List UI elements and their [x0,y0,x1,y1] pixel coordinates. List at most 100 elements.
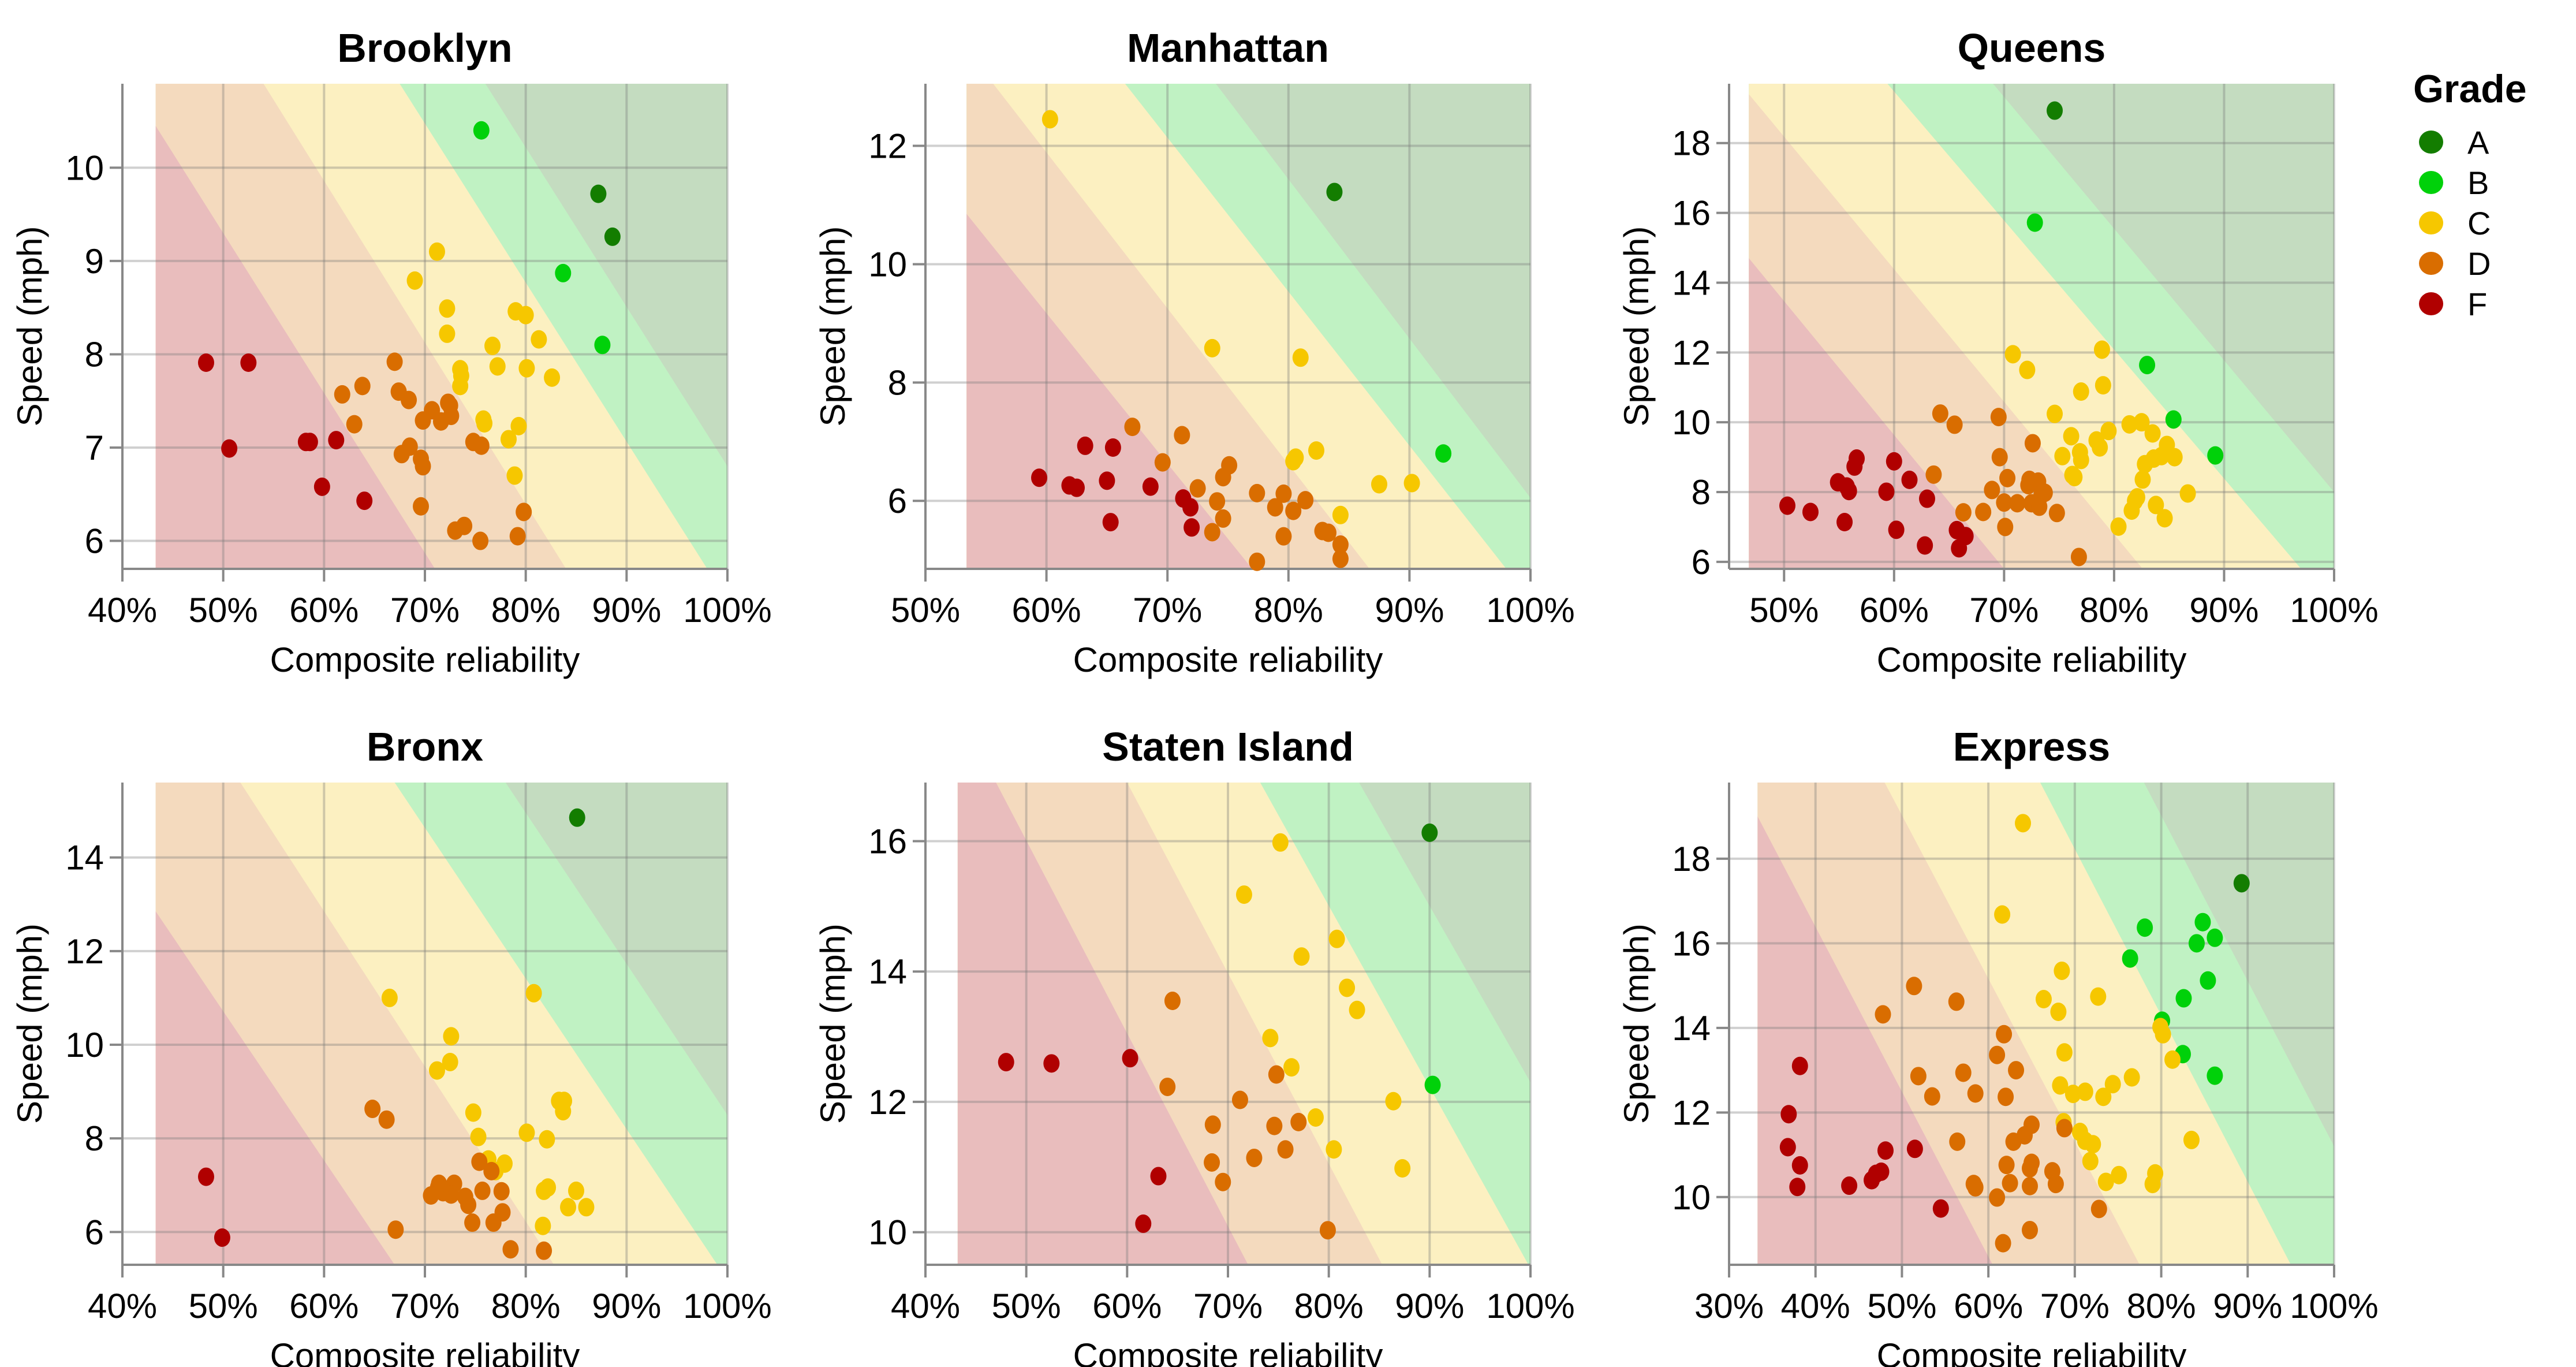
data-point-grade-c [2015,814,2032,833]
x-axis-label: Composite reliability [270,640,580,679]
x-tick-label: 100% [2290,1287,2378,1325]
data-point-grade-f [1932,1199,1949,1218]
data-point-grade-f [1951,539,1968,558]
data-point-grade-c [2155,1025,2171,1044]
legend-dot-icon [2419,292,2443,315]
panel-brooklyn: 40% 50% 60% 70% 80% 90% 100% 6 7 8 9 10 Brooklyn Comp… [10,25,772,679]
data-point-grade-d [1932,404,1948,423]
data-point-grade-c [535,1216,551,1235]
data-point-grade-b [2207,928,2223,947]
data-point-grade-c [2064,1085,2081,1104]
y-axis-label: Speed (mph) [813,923,852,1124]
y-tick-label: 8 [888,363,907,402]
data-point-grade-d [1159,1077,1176,1096]
points [197,808,595,1260]
data-point-grade-f [1182,498,1199,517]
y-tick-label: 12 [1672,1093,1711,1132]
data-point-grade-c [1371,475,1387,494]
data-point-grade-c [2092,438,2108,457]
legend-item-f: F [2413,284,2527,324]
y-tick-label: 18 [1672,840,1711,878]
data-point-grade-a [569,808,585,827]
data-point-grade-d [1268,1065,1285,1084]
data-point-grade-d [334,385,350,404]
data-point-grade-c [1292,348,1309,367]
data-point-grade-d [1267,498,1283,517]
data-point-grade-d [1984,481,2000,500]
data-point-grade-f [1917,536,1933,555]
data-point-grade-c [428,242,445,261]
data-point-grade-d [485,1213,502,1232]
x-tick-label: 100% [683,591,771,630]
x-tick-label: 90% [2213,1287,2282,1325]
panel-queens: 50% 60% 70% 80% 90% 100% 6 8 10 12 14 16 18 Queens Com… [1617,25,2379,679]
data-point-grade-b [2200,971,2216,990]
y-tick-label: 14 [65,839,104,877]
data-point-grade-d [1275,484,1292,503]
legend-label: F [2467,285,2488,322]
data-point-grade-c [2111,1165,2127,1185]
data-point-grade-f [1077,436,1093,455]
data-point-grade-c [518,1123,535,1142]
data-point-grade-c [2077,1082,2093,1101]
data-point-grade-c [428,1061,445,1080]
y-tick-label: 12 [868,1083,907,1122]
data-point-grade-c [2123,501,2140,520]
data-point-grade-c [2093,340,2110,359]
data-point-grade-c [1394,1159,1411,1178]
data-point-grade-c [470,1127,487,1146]
data-point-grade-d [1990,408,2007,427]
y-tick-label: 16 [868,822,907,861]
data-point-grade-f [1886,452,1902,471]
data-point-grade-c [1285,452,1302,471]
data-point-grade-f [1031,468,1048,487]
data-point-grade-c [1403,474,1420,493]
data-point-grade-f [1846,457,1863,476]
data-point-grade-b [2194,912,2211,932]
points [1031,110,1452,571]
x-axis-label: Composite reliability [1877,1336,2187,1367]
data-point-grade-d [1332,535,1349,554]
legend-item-b: B [2413,162,2527,203]
y-tick-label: 6 [888,482,907,520]
data-point-grade-c [2066,468,2083,487]
data-point-grade-c [1204,338,1220,357]
x-tick-label: 80% [1294,1287,1364,1325]
legend-label: C [2467,204,2491,241]
x-tick-label: 60% [1092,1287,1162,1325]
data-point-grade-c [506,466,523,485]
data-point-grade-d [387,1220,404,1239]
data-point-grade-f [1043,1054,1060,1073]
band-f [155,125,435,569]
data-point-grade-f [998,1053,1014,1072]
data-point-grade-c [2148,496,2164,515]
data-point-grade-f [197,353,214,372]
points [1779,814,2250,1253]
legend-dot-icon [2419,252,2443,275]
data-point-grade-c [2095,1087,2112,1107]
data-point-grade-d [1164,992,1181,1011]
data-point-grade-c [518,359,535,378]
data-point-grade-d [401,390,417,409]
data-point-grade-f [1864,1171,1880,1190]
data-point-grade-c [1326,1140,1342,1159]
data-point-grade-d [1154,453,1171,472]
data-point-grade-d [413,497,430,516]
chart-title: Bronx [367,724,483,769]
data-point-grade-b [2207,1066,2223,1085]
data-point-grade-d [2008,1061,2025,1080]
data-point-grade-c [1307,1108,1324,1127]
data-point-grade-d [1231,1090,1248,1109]
data-point-grade-c [544,368,561,387]
x-tick-label: 80% [491,1287,561,1325]
data-point-grade-c [1385,1092,1402,1111]
data-point-grade-c [2104,1075,2121,1094]
x-axis-label: Composite reliability [1073,640,1383,679]
data-point-grade-c [2123,1068,2140,1087]
data-point-grade-d [1215,1172,1231,1191]
data-point-grade-d [460,1195,477,1215]
data-point-grade-c [2035,990,2052,1009]
y-tick-label: 9 [85,242,104,281]
data-point-grade-d [1946,415,1963,434]
